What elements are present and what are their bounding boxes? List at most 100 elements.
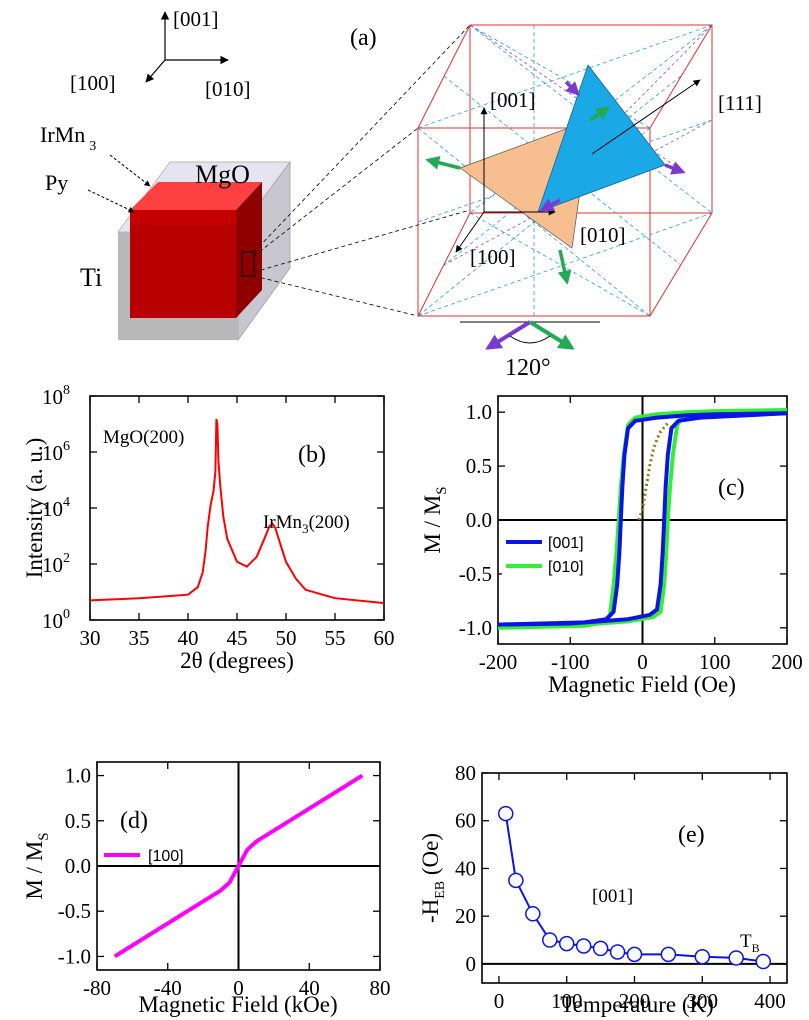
lattice-x-axis [455, 211, 485, 253]
y-tick-label: 100 [42, 607, 70, 633]
y-tick-label: 1.0 [466, 400, 492, 424]
zoom-box [241, 251, 255, 277]
y-tick-label: -0.5 [58, 899, 91, 923]
x-tick-label: 200 [619, 989, 651, 1013]
x-tick-label: 35 [129, 626, 150, 650]
y-tick-label: 40 [455, 856, 476, 880]
py-pointer [87, 189, 135, 213]
peak-label-mgo: MgO(200) [103, 427, 184, 448]
y-tick-label: 0.5 [65, 809, 91, 833]
triad-z-label: [001] [173, 7, 219, 31]
x-tick-label: 300 [687, 989, 719, 1013]
heb-point [558, 935, 575, 952]
x-tick-label: 50 [276, 626, 297, 650]
x-tick-label: 40 [299, 976, 320, 1000]
x-axis-title-d: Magnetic Field (kOe) [138, 992, 337, 1017]
panel-e: 0 100 200 300 400 0 20 40 60 80 (e) [001] TB Temp… [418, 761, 788, 1017]
sample-stack: IrMn 3 Py MgO Ti [40, 24, 471, 342]
irmn3-label: IrMn 3 [40, 122, 96, 154]
x-axis-title-b: 2θ (degrees) [180, 648, 294, 673]
x-tick-label: 0 [233, 976, 244, 1000]
y-tick-label: 0.5 [466, 454, 492, 478]
y-axis-title-e: -HEB (Oe) [418, 833, 448, 923]
x-tick-label: 100 [699, 650, 731, 674]
angle-diagram: 120° [460, 320, 600, 381]
peak-label-irmn3: IrMn3(200) [263, 512, 350, 536]
x-tick-label: -40 [154, 976, 182, 1000]
y-tick-label: 0.0 [466, 508, 492, 532]
y-tick-label: 0.0 [65, 854, 91, 878]
heb-point [694, 949, 711, 965]
lattice-x-label: [100] [470, 245, 516, 269]
x-axis-title-e: Temperature (K) [560, 992, 714, 1017]
y-tick-label: -1.0 [58, 944, 91, 968]
heb-point [525, 906, 541, 922]
y-tick-label: 102 [42, 551, 70, 577]
panel-d-label: (d) [120, 808, 148, 834]
angle-label: 120° [505, 355, 551, 381]
x-tick-label: 40 [178, 626, 199, 650]
heb-point [626, 946, 643, 963]
y-axis-title-b: Intensity (a. u.) [22, 438, 47, 579]
x-tick-label: -100 [551, 650, 590, 674]
loop-001-descending-branch [497, 411, 788, 627]
x-tick-label: 80 [370, 976, 391, 1000]
x-tick-label: -80 [83, 976, 111, 1000]
heb-point [728, 950, 744, 966]
panel-a-label: (a) [350, 25, 377, 51]
mgo-label: MgO [195, 160, 250, 189]
heb-point [592, 940, 609, 957]
mh-curve-100 [113, 773, 364, 959]
panel-e-label: (e) [678, 822, 705, 848]
panel-c-label: (c) [718, 475, 745, 501]
triad-x-label: [100] [70, 71, 116, 95]
zoom-lines [253, 24, 471, 317]
virgin-curve [637, 422, 669, 521]
panel-b: 30 35 40 45 50 55 60 100 102 104 106 108 (b) MgO(20… [22, 383, 395, 673]
legend-label-001: [001] [548, 535, 584, 552]
x-tick-label: 400 [754, 989, 786, 1013]
panel-c: -200 -100 0 100 200 -1.0 -0.5 0.0 0.5 1.0 (c) [00… [420, 395, 803, 697]
y-tick-label: -1.0 [459, 616, 492, 640]
y-tick-label: 80 [455, 761, 476, 785]
lattice-y-label: [010] [580, 223, 626, 247]
y-tick-label: 0 [466, 952, 477, 976]
x-tick-label: 30 [80, 626, 101, 650]
panel-a: (a) [001] [100] [010] IrMn 3 Py MgO Ti [40, 7, 762, 381]
x-axis-title-c: Magnetic Field (Oe) [548, 672, 736, 697]
annotation-001: [001] [592, 886, 633, 907]
panel-b-label: (b) [298, 442, 326, 468]
legend-c: [001] [010] [502, 526, 602, 580]
annotation-tb: TB [740, 931, 760, 955]
x-tick-label: 55 [325, 626, 346, 650]
py-label: Py [45, 170, 68, 195]
x-tick-label: -200 [479, 650, 518, 674]
film-side [236, 182, 262, 318]
irmn3-pointer [109, 154, 151, 187]
triad-y-label: [010] [205, 77, 251, 101]
lattice-111-axis [591, 79, 701, 155]
y-tick-label: -0.5 [459, 562, 492, 586]
xrd-curve [89, 418, 385, 605]
lattice-z-label: [001] [490, 88, 536, 112]
x-tick-label: 0 [494, 989, 505, 1013]
heb-point [542, 932, 558, 948]
y-tick-label: 104 [42, 495, 70, 521]
y-tick-label: 108 [42, 383, 70, 409]
heb-point [660, 946, 677, 963]
panel-d: -80 -40 0 40 80 -1.0 -0.5 0.0 0.5 1.0 (d) [100] M… [22, 761, 391, 1017]
axis-triad: [001] [100] [010] [70, 7, 251, 101]
green-arrows [425, 106, 611, 285]
legend-label-100: [100] [148, 848, 184, 865]
heb-point [508, 872, 524, 889]
x-tick-label: 60 [374, 626, 395, 650]
heb-point [609, 944, 626, 960]
x-tick-label: 45 [227, 626, 248, 650]
y-tick-label: 106 [42, 439, 70, 465]
lattice-diag-label: [111] [718, 91, 762, 115]
y-axis-title-d: M / MS [22, 832, 52, 899]
y-axis-title-c: M / MS [420, 486, 450, 553]
lattice-cube: [001] [010] [100] [111] 120° [417, 24, 762, 381]
x-tick-label: 0 [637, 650, 648, 674]
